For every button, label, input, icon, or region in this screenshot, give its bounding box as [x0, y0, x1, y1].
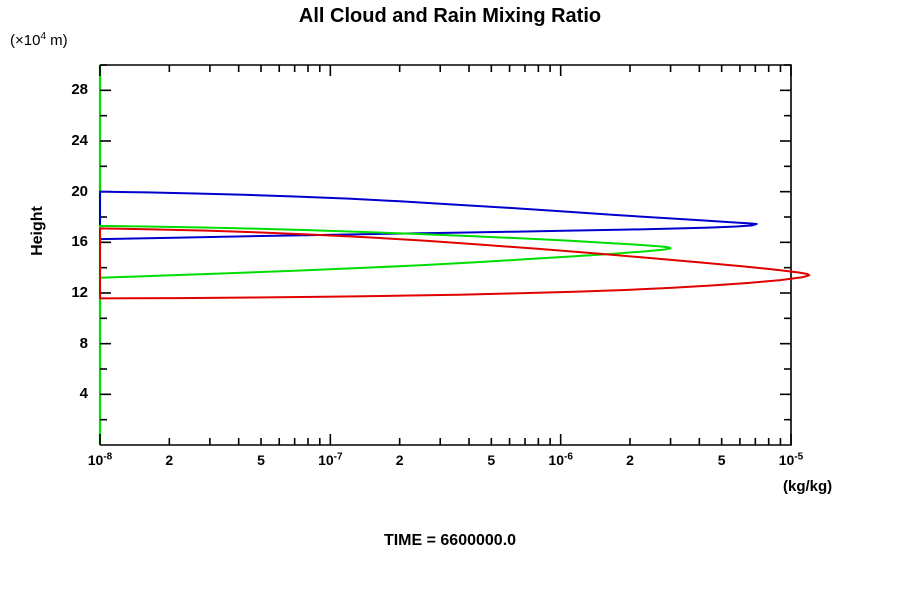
x-tick-label: 5 — [718, 452, 726, 468]
y-tick-label: 20 — [71, 182, 88, 200]
x-tick-label-mantissa: 10 — [548, 452, 564, 468]
time-annotation: TIME = 6600000.0 — [383, 532, 517, 549]
x-tick-label: 5 — [487, 452, 495, 468]
x-tick-label: 5 — [257, 452, 265, 468]
x-tick-label-exponent: -5 — [794, 451, 804, 463]
y-tick-label: 28 — [71, 81, 88, 99]
y-tick-label: 16 — [71, 233, 88, 251]
plot-border — [100, 64, 792, 446]
x-tick-label-exponent: -6 — [563, 451, 573, 463]
x-axis-unit-label: (kg/kg) — [783, 478, 833, 495]
x-tick-label-mantissa: 5 — [717, 452, 726, 468]
x-tick-label: 2 — [165, 452, 173, 468]
x-tick-label: 10-7 — [318, 452, 342, 468]
x-tick-label: 2 — [626, 452, 634, 468]
x-tick-label-mantissa: 10 — [87, 452, 104, 468]
axis-ticks — [99, 64, 792, 445]
series-line-rain-red — [99, 227, 811, 300]
series-line-cloud-blue — [99, 190, 758, 241]
x-tick-label-exponent: -7 — [333, 451, 343, 463]
plot-frame — [98, 64, 792, 446]
y-tick-label: 8 — [79, 334, 88, 352]
x-tick-label-mantissa: 2 — [395, 452, 404, 468]
x-tick-label: 10-6 — [548, 452, 572, 468]
x-tick-label-mantissa: 5 — [257, 452, 265, 468]
x-tick-label-mantissa: 2 — [165, 452, 174, 468]
y-tick-label: 24 — [71, 132, 88, 149]
data-series-group — [99, 190, 811, 300]
x-tick-label-mantissa: 10 — [318, 452, 334, 468]
x-tick-label-mantissa: 10 — [778, 452, 795, 468]
x-tick-label-mantissa: 2 — [626, 452, 634, 468]
x-tick-label-exponent: -8 — [103, 451, 113, 463]
y-tick-label: 4 — [79, 385, 88, 403]
y-tick-label: 12 — [71, 284, 88, 301]
x-tick-label-mantissa: 5 — [487, 452, 496, 468]
x-tick-label: 10-8 — [88, 452, 112, 468]
x-tick-label: 2 — [396, 452, 404, 468]
y-axis-unit-label: (×104 m) — [10, 31, 68, 50]
y-axis-unit-exponent: 4 — [40, 31, 47, 42]
series-line-cloud-green — [99, 224, 672, 279]
page-title: All Cloud and Rain Mixing Ratio — [298, 5, 602, 27]
y-axis-unit-mantissa: (×10 — [10, 32, 41, 49]
y-axis-unit-suffix: m) — [46, 32, 68, 49]
x-tick-label: 10-5 — [779, 452, 803, 468]
